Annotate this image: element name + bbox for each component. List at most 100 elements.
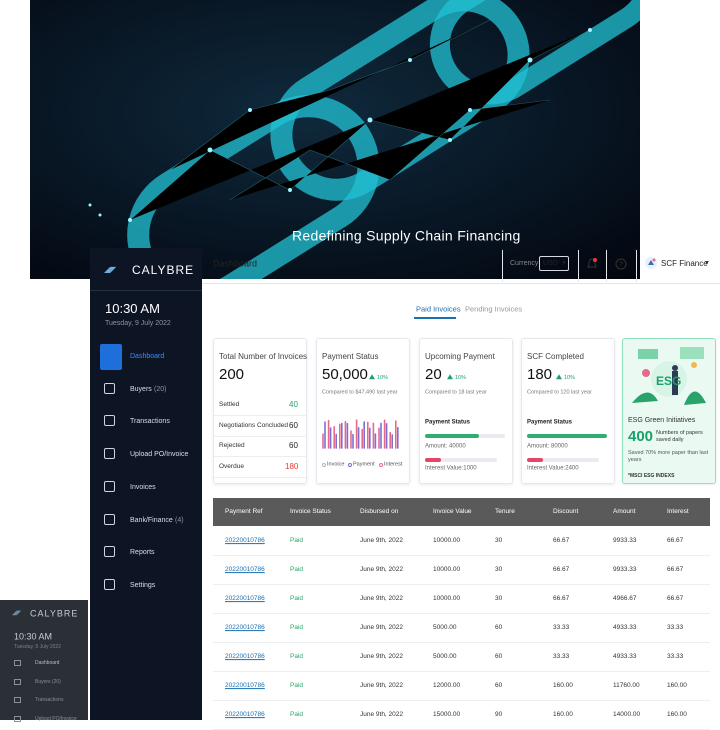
table-cell: 5000.00 xyxy=(433,624,457,632)
row-divider xyxy=(213,584,710,585)
status-label: Payment Status xyxy=(527,419,573,426)
payment-ref-link[interactable]: 20220010786 xyxy=(225,624,265,632)
column-header: Discount xyxy=(553,508,579,516)
clock-date: Tuesday, 9 July 2022 xyxy=(105,319,171,327)
stat-label: Negotiations Concluded xyxy=(219,421,289,429)
sidebar xyxy=(90,248,202,720)
table-cell: 66.67 xyxy=(667,595,684,603)
menu-item[interactable]: Dashboard xyxy=(130,352,165,360)
tab-underline xyxy=(414,317,456,319)
menu-item[interactable]: Transactions xyxy=(130,418,170,426)
thumbnail-menu-icon xyxy=(14,678,21,685)
column-header: Invoice Status xyxy=(290,508,331,516)
menu-badge[interactable]: (4) xyxy=(175,516,184,524)
account-logo[interactable] xyxy=(644,256,658,270)
payment-ref-link[interactable]: 20220010786 xyxy=(225,682,265,690)
card-value: 200 xyxy=(219,366,245,383)
table-cell: Paid xyxy=(290,537,304,545)
table-cell: June 9th, 2022 xyxy=(360,537,404,545)
divider xyxy=(636,250,637,282)
hero-image: Redefining Supply Chain Financing xyxy=(30,0,640,279)
menu-item[interactable]: Bank/Finance xyxy=(130,516,173,524)
svg-text:?: ? xyxy=(619,262,623,269)
menu-item[interactable]: Reports xyxy=(130,548,155,556)
menu-icon[interactable] xyxy=(104,513,115,525)
account-name[interactable]: SCF Finance xyxy=(661,259,708,269)
stat-value: 60 xyxy=(289,420,298,430)
menu-icon[interactable] xyxy=(104,578,115,590)
change: 10% xyxy=(556,374,575,382)
table-cell: June 9th, 2022 xyxy=(360,653,404,661)
table-cell: 4966.67 xyxy=(613,595,637,603)
page-title: Dashboard xyxy=(213,258,258,269)
esg-image-text: ESG xyxy=(656,374,681,388)
table-cell: 5000.00 xyxy=(433,653,457,661)
esg-source: *MSCI ESG INDEXS xyxy=(628,473,675,479)
esg-note: Saved 70% more paper than last years xyxy=(628,450,709,464)
column-header: Interest xyxy=(667,508,689,516)
row-divider xyxy=(213,642,710,643)
legend-label: Invoice xyxy=(327,461,345,468)
menu-item[interactable]: Buyers xyxy=(130,385,152,393)
card-value: 180 xyxy=(527,366,553,383)
legend-dot xyxy=(322,463,326,467)
tab[interactable]: Pending Invoices xyxy=(465,304,523,314)
clock-time: 10:30 AM xyxy=(105,301,160,317)
legend-dot xyxy=(348,463,352,467)
payment-ref-link[interactable]: 20220010786 xyxy=(225,566,265,574)
payment-ref-link[interactable]: 20220010786 xyxy=(225,711,265,719)
currency-value[interactable]: USD xyxy=(543,259,558,267)
divider xyxy=(606,250,607,282)
table-cell: 160.00 xyxy=(667,682,687,690)
column-header: Tenure xyxy=(495,508,515,516)
card-title: Payment Status xyxy=(322,352,379,362)
dropdown-arrow[interactable]: ▼ xyxy=(704,260,710,267)
payment-ref-link[interactable]: 20220010786 xyxy=(225,653,265,661)
payment-ref-link[interactable]: 20220010786 xyxy=(225,537,265,545)
stat-label: Settled xyxy=(219,401,240,409)
column-header: Disbursed on xyxy=(360,508,399,516)
dropdown-arrow[interactable]: ▼ xyxy=(561,260,567,267)
table-cell: June 9th, 2022 xyxy=(360,711,404,719)
card-title: SCF Completed xyxy=(527,352,584,362)
menu-item[interactable]: Invoices xyxy=(130,483,156,491)
menu-icon[interactable] xyxy=(104,546,115,558)
stat-value: 60 xyxy=(289,441,298,451)
menu-icon[interactable] xyxy=(104,415,115,427)
table-cell: 9933.33 xyxy=(613,537,637,545)
menu-icon[interactable] xyxy=(104,480,115,492)
currency-select[interactable] xyxy=(539,256,569,271)
table-cell: 160.00 xyxy=(553,682,573,690)
menu-badge[interactable]: (20) xyxy=(154,385,167,393)
logo: CALYBRE xyxy=(132,262,195,277)
thumbnail-menu-icon xyxy=(14,715,21,722)
change: 10% xyxy=(447,374,466,382)
thumbnail-menu-icon xyxy=(14,660,21,666)
notification-bell[interactable] xyxy=(586,257,598,271)
currency-label: Currency xyxy=(510,259,539,267)
thumbnail-menu-item: Dashboard xyxy=(35,660,60,666)
help-icon[interactable]: ? xyxy=(615,258,627,270)
table-cell: June 9th, 2022 xyxy=(360,595,404,603)
table-cell: 30 xyxy=(495,595,503,603)
menu-icon[interactable] xyxy=(104,382,115,394)
table-cell: June 9th, 2022 xyxy=(360,566,404,574)
payment-ref-link[interactable]: 20220010786 xyxy=(225,595,265,603)
menu-item[interactable]: Settings xyxy=(130,581,156,589)
legend-label: Payment xyxy=(353,461,375,468)
menu-icon[interactable] xyxy=(100,344,122,370)
amount: Amount: 40000 xyxy=(425,443,466,450)
table-header xyxy=(213,498,710,526)
row-divider xyxy=(214,415,306,416)
table-cell: 60 xyxy=(495,653,503,661)
hero-caption: Redefining Supply Chain Financing xyxy=(292,227,521,244)
card-title: Total Number of Invoices xyxy=(219,352,308,362)
menu-icon[interactable] xyxy=(104,448,115,460)
thumbnail-menu-icon xyxy=(14,697,21,703)
table-cell: 10000.00 xyxy=(433,566,461,574)
menu-item[interactable]: Upload PO/Invoice xyxy=(130,450,189,458)
table-cell: 14000.00 xyxy=(613,711,641,719)
thumbnail-menu-item: Upload PO/Invoice xyxy=(35,715,77,722)
table-cell: 33.33 xyxy=(667,624,684,632)
tab-active[interactable]: Paid Invoices xyxy=(416,304,461,314)
